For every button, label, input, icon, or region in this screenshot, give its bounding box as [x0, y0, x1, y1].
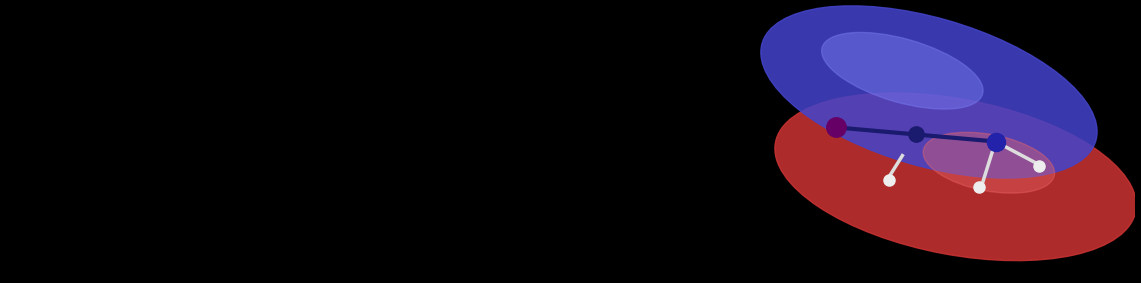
- Text: O: O: [75, 82, 91, 100]
- Text: O: O: [337, 76, 351, 94]
- Text: H: H: [435, 226, 450, 244]
- Text: C: C: [385, 132, 398, 151]
- Text: N: N: [177, 166, 192, 185]
- Text: H: H: [507, 144, 521, 162]
- Text: H: H: [177, 226, 192, 244]
- Text: H: H: [304, 147, 319, 165]
- Text: H: H: [43, 144, 58, 162]
- Text: H: H: [250, 144, 265, 162]
- Text: C: C: [128, 132, 140, 151]
- Text: +: +: [469, 189, 480, 202]
- Ellipse shape: [775, 93, 1136, 261]
- Ellipse shape: [822, 33, 984, 109]
- Ellipse shape: [923, 132, 1054, 193]
- Ellipse shape: [761, 6, 1098, 178]
- Text: −: −: [335, 42, 346, 55]
- Text: N: N: [435, 166, 450, 185]
